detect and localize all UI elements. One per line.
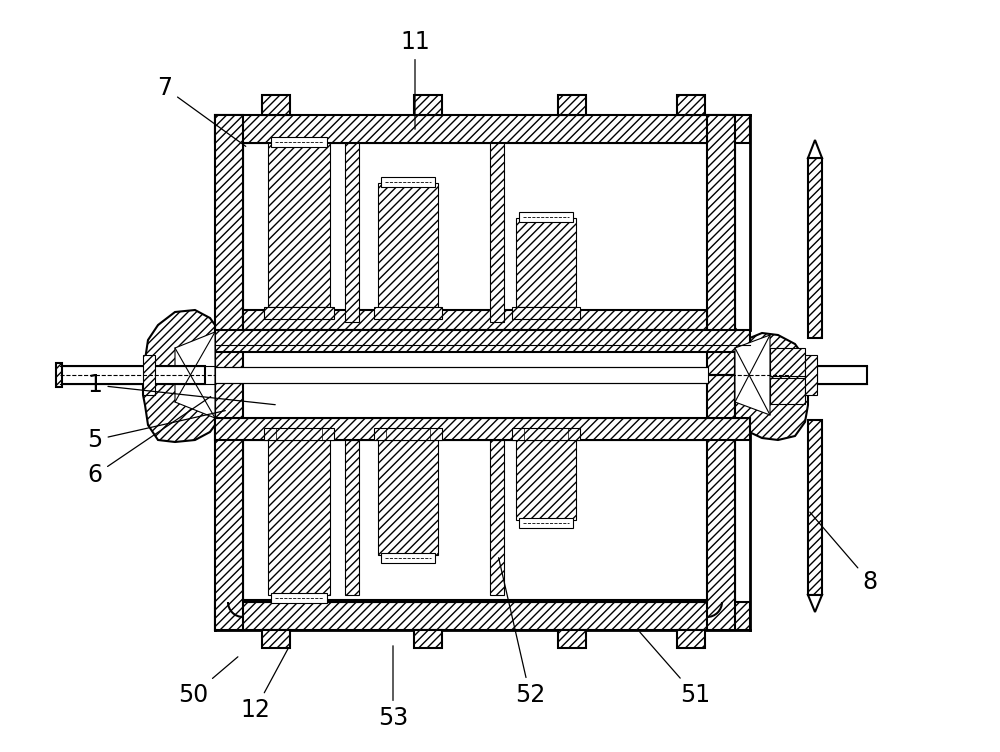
Bar <box>808 158 822 338</box>
Bar <box>519 212 573 222</box>
Bar <box>374 428 442 440</box>
Bar <box>558 630 586 648</box>
Polygon shape <box>735 335 770 415</box>
Bar <box>707 375 735 630</box>
Bar <box>243 420 707 440</box>
Bar <box>215 330 750 352</box>
Bar <box>381 553 435 563</box>
Bar <box>215 367 708 383</box>
Bar <box>215 418 750 440</box>
Bar <box>519 518 573 528</box>
Bar <box>490 143 504 322</box>
Bar <box>512 428 580 440</box>
Polygon shape <box>143 310 215 442</box>
Bar <box>215 115 750 143</box>
Text: 1: 1 <box>88 373 275 405</box>
Bar <box>805 355 817 395</box>
Bar <box>243 310 707 330</box>
Bar <box>268 143 330 307</box>
Bar <box>264 428 334 440</box>
Text: 5: 5 <box>87 411 225 452</box>
Bar <box>262 95 290 115</box>
Text: 52: 52 <box>499 558 545 707</box>
Bar <box>374 307 442 319</box>
Polygon shape <box>175 332 215 418</box>
Text: 53: 53 <box>378 646 408 730</box>
Bar <box>677 95 705 115</box>
Bar <box>516 440 576 520</box>
Bar <box>817 366 867 384</box>
Text: 51: 51 <box>640 632 710 707</box>
Polygon shape <box>808 140 822 158</box>
Bar <box>770 378 805 404</box>
Text: 50: 50 <box>178 656 238 707</box>
Text: 11: 11 <box>400 30 430 129</box>
Bar <box>60 366 205 384</box>
Bar <box>490 440 504 595</box>
Bar <box>271 593 327 603</box>
Bar <box>215 602 750 630</box>
Bar <box>414 630 442 648</box>
Bar <box>271 137 327 147</box>
Bar <box>215 115 243 375</box>
Bar <box>56 363 62 387</box>
Bar <box>707 115 735 375</box>
Bar <box>677 630 705 648</box>
Bar <box>143 355 155 395</box>
Bar <box>770 348 805 376</box>
Text: 7: 7 <box>158 76 246 147</box>
Bar <box>381 177 435 187</box>
Text: 8: 8 <box>810 512 878 594</box>
Bar <box>345 440 359 595</box>
Bar <box>264 307 334 319</box>
Bar <box>345 143 359 322</box>
Text: 12: 12 <box>240 647 289 722</box>
Text: 6: 6 <box>88 396 211 487</box>
Bar <box>414 95 442 115</box>
Bar <box>262 630 290 648</box>
Bar <box>808 420 822 595</box>
Polygon shape <box>735 328 808 440</box>
Bar <box>512 307 580 319</box>
Bar <box>378 183 438 307</box>
Bar <box>268 440 330 595</box>
Polygon shape <box>808 595 822 612</box>
Bar <box>378 440 438 555</box>
Bar <box>215 375 243 630</box>
Bar <box>516 218 576 307</box>
Bar <box>558 95 586 115</box>
